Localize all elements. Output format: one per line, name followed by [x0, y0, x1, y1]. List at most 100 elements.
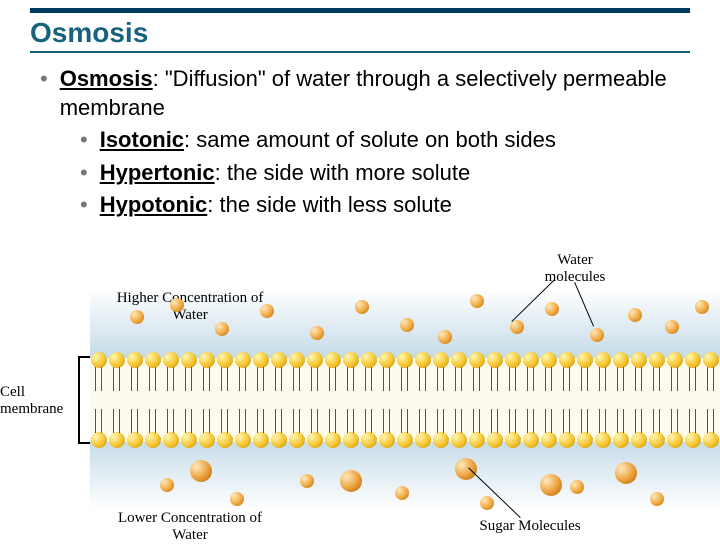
- bullet-isotonic: • Isotonic: same amount of solute on bot…: [80, 126, 690, 155]
- water-molecule: [160, 478, 174, 492]
- bullet-hypertonic: • Hypertonic: the side with more solute: [80, 159, 690, 188]
- lipid: [576, 352, 594, 394]
- lipid-layer-bottom: [90, 406, 720, 448]
- lipid: [180, 406, 198, 448]
- lipid: [432, 352, 450, 394]
- lipid: [504, 406, 522, 448]
- lipid: [630, 352, 648, 394]
- lipid: [216, 352, 234, 394]
- bullet-dot: •: [80, 159, 88, 188]
- lipid: [450, 406, 468, 448]
- lipid: [468, 406, 486, 448]
- lipid: [540, 352, 558, 394]
- lipid: [630, 406, 648, 448]
- lipid: [198, 352, 216, 394]
- lipid: [90, 352, 108, 394]
- lipid: [594, 406, 612, 448]
- lipid: [702, 406, 720, 448]
- lipid: [288, 406, 306, 448]
- water-molecule: [650, 492, 664, 506]
- lipid: [180, 352, 198, 394]
- lipid: [342, 352, 360, 394]
- sugar-molecule: [190, 460, 212, 482]
- lipid-layer-top: [90, 352, 720, 394]
- def-hypotonic: : the side with less solute: [207, 192, 452, 217]
- page-title: Osmosis: [30, 17, 720, 49]
- water-molecule: [545, 302, 559, 316]
- lipid: [252, 406, 270, 448]
- lipid: [504, 352, 522, 394]
- lipid: [396, 406, 414, 448]
- lipid: [450, 352, 468, 394]
- sugar-molecule: [540, 474, 562, 496]
- water-molecule: [628, 308, 642, 322]
- label-cell-membrane: Cell membrane: [0, 384, 80, 419]
- water-molecule: [400, 318, 414, 332]
- lipid: [414, 352, 432, 394]
- lipid: [270, 352, 288, 394]
- water-molecule: [590, 328, 604, 342]
- lipid: [288, 352, 306, 394]
- lipid: [198, 406, 216, 448]
- lipid: [612, 352, 630, 394]
- sugar-molecule: [455, 458, 477, 480]
- term-isotonic: Isotonic: [100, 127, 184, 152]
- lipid: [378, 406, 396, 448]
- water-molecule: [355, 300, 369, 314]
- lipid: [216, 406, 234, 448]
- sugar-molecule: [615, 462, 637, 484]
- water-molecule: [510, 320, 524, 334]
- top-rule: [30, 8, 690, 13]
- bullet-hypotonic: • Hypotonic: the side with less solute: [80, 191, 690, 220]
- water-molecule: [215, 322, 229, 336]
- lipid: [108, 352, 126, 394]
- lipid: [558, 406, 576, 448]
- term-hypotonic: Hypotonic: [100, 192, 208, 217]
- label-higher-concentration: Higher Concentration of Water: [100, 290, 280, 325]
- lipid: [540, 406, 558, 448]
- water-molecule: [260, 304, 274, 318]
- lipid: [522, 406, 540, 448]
- lipid: [306, 406, 324, 448]
- water-molecule: [470, 294, 484, 308]
- lipid: [558, 352, 576, 394]
- lipid: [162, 406, 180, 448]
- lipid: [360, 352, 378, 394]
- lipid: [684, 352, 702, 394]
- lipid: [144, 352, 162, 394]
- title-rule: [30, 51, 690, 53]
- term-osmosis: Osmosis: [60, 66, 153, 91]
- water-molecule: [310, 326, 324, 340]
- water-molecule: [438, 330, 452, 344]
- term-hypertonic: Hypertonic: [100, 160, 215, 185]
- lipid: [144, 406, 162, 448]
- lipid: [666, 406, 684, 448]
- lipid: [324, 406, 342, 448]
- water-molecule: [665, 320, 679, 334]
- sugar-molecule: [340, 470, 362, 492]
- bullet-dot: •: [80, 191, 88, 220]
- label-lower-concentration: Lower Concentration of Water: [100, 510, 280, 545]
- lipid: [486, 352, 504, 394]
- water-molecule: [480, 496, 494, 510]
- water-molecule: [695, 300, 709, 314]
- lipid: [468, 352, 486, 394]
- bullet-list: • Osmosis: "Diffusion" of water through …: [40, 65, 690, 220]
- water-molecule: [300, 474, 314, 488]
- lipid: [414, 406, 432, 448]
- lipid: [702, 352, 720, 394]
- water-molecule: [230, 492, 244, 506]
- lipid: [108, 406, 126, 448]
- lipid: [396, 352, 414, 394]
- lipid: [126, 352, 144, 394]
- lipid: [342, 406, 360, 448]
- bullet-dot: •: [80, 126, 88, 155]
- def-isotonic: : same amount of solute on both sides: [184, 127, 556, 152]
- lipid: [270, 406, 288, 448]
- lipid: [162, 352, 180, 394]
- lipid: [234, 352, 252, 394]
- lipid: [234, 406, 252, 448]
- lipid: [612, 406, 630, 448]
- lipid: [522, 352, 540, 394]
- lipid: [378, 352, 396, 394]
